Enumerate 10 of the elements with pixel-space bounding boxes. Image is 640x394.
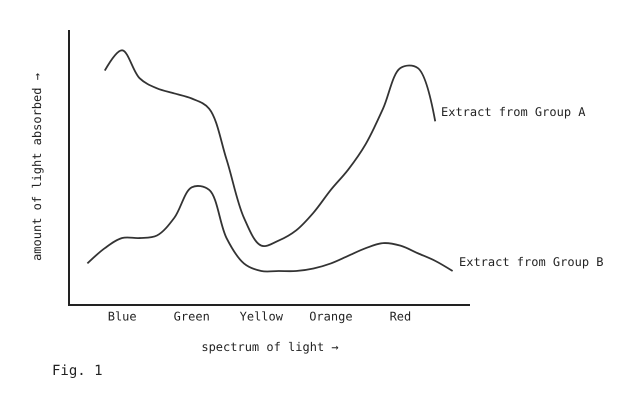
x-tick-label: Red [390,309,412,324]
x-tick-label: Blue [108,309,137,324]
x-tick-label: Green [174,309,210,324]
x-tick-label: Orange [309,309,353,324]
series-label: Extract from Group B [459,255,604,269]
series-label: Extract from Group A [441,105,586,119]
x-axis-title: spectrum of light → [201,340,339,354]
x-tick-label: Yellow [240,309,284,324]
caption: Fig. 1 [52,363,103,379]
y-axis-title: amount of light absorbed → [30,73,44,261]
